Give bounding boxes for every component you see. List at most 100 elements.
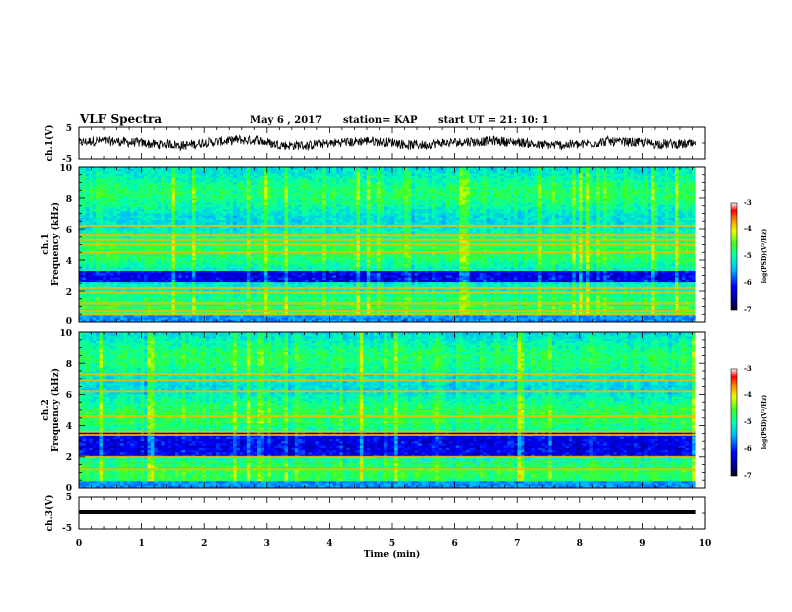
spectrogram-cell [367, 189, 371, 192]
spectrogram-cell [106, 189, 110, 192]
spectrogram-cell [161, 189, 165, 192]
spectrogram-cell [130, 178, 134, 181]
spectrogram-cell [350, 185, 354, 188]
spectrogram-cell [192, 169, 196, 172]
spectrogram-cell [661, 174, 665, 177]
spectrogram-cell [377, 169, 381, 172]
spectrogram-cell [593, 174, 597, 177]
spectrogram-cell [627, 174, 631, 177]
spectrogram-cell [82, 174, 86, 177]
spectrogram-cell [254, 178, 258, 181]
spectrogram-cell [291, 185, 295, 188]
spectrogram-cell [267, 189, 271, 192]
spectrogram-cell [665, 178, 669, 181]
spectrogram-cell [463, 189, 467, 192]
spectrogram-cell [377, 189, 381, 192]
spectrogram-cell [356, 185, 360, 188]
spectrogram-cell [535, 189, 539, 192]
spectrogram-cell [428, 185, 432, 188]
spectrogram-cell [339, 169, 343, 172]
spectrogram-cell [315, 169, 319, 172]
spectrogram-cell [213, 174, 217, 177]
spectrogram-cell [120, 174, 124, 177]
spectrogram-cell [271, 169, 275, 172]
spectrogram-cell [226, 189, 230, 192]
spectrogram-cell [206, 174, 210, 177]
spectrogram-cell [408, 178, 412, 181]
spectrogram-cell [100, 178, 104, 181]
spectrogram-cell [394, 178, 398, 181]
spectrogram-cell [243, 185, 247, 188]
spectrogram-cell [319, 169, 323, 172]
spectrogram-cell [415, 169, 419, 172]
spectrogram-cell [237, 178, 241, 181]
spectrogram-cell [398, 189, 402, 192]
spectrogram-cell [517, 185, 521, 188]
spectrogram-cell [250, 174, 254, 177]
spectrogram-cell [428, 169, 432, 172]
spectrogram-cell [127, 185, 131, 188]
spectrogram-cell [490, 185, 494, 188]
spectrogram-cell [514, 178, 518, 181]
spectrogram-cell [494, 178, 498, 181]
spectrogram-cell [137, 185, 141, 188]
spectrogram-cell [315, 174, 319, 177]
spectrogram-cell [401, 174, 405, 177]
spectrogram-cell [425, 189, 429, 192]
spectrogram-cell [370, 189, 374, 192]
spectrogram-cell [658, 189, 662, 192]
spectrogram-cell [387, 185, 391, 188]
spectrogram-cell [586, 169, 590, 172]
spectrogram-cell [124, 185, 128, 188]
spectrogram-cell [545, 185, 549, 188]
spectrogram-cell [555, 178, 559, 181]
spectrogram-cell [175, 169, 179, 172]
spectrogram-cell [391, 174, 395, 177]
spectrogram-cell [168, 178, 172, 181]
spectrogram-cell [692, 178, 696, 181]
spectrogram-cell [336, 178, 340, 181]
spectrogram-cell [589, 185, 593, 188]
spectrogram-cell [144, 174, 148, 177]
spectrogram-cell [363, 189, 367, 192]
spectrogram-cell [607, 189, 611, 192]
spectrogram-cell [569, 178, 573, 181]
spectrogram-cell [541, 174, 545, 177]
spectrogram-cell [302, 185, 306, 188]
spectrogram-cell [243, 169, 247, 172]
spectrogram-cell [528, 185, 532, 188]
spectrogram-cell [134, 185, 138, 188]
spectrogram-cell [93, 174, 97, 177]
spectrogram-cell [466, 178, 470, 181]
spectrogram-cell [610, 174, 614, 177]
spectrogram-cell [545, 178, 549, 181]
spectrogram-cell [391, 185, 395, 188]
spectrogram-cell [634, 189, 638, 192]
spectrogram-cell [171, 189, 175, 192]
spectrogram-cell [480, 169, 484, 172]
spectrogram-cell [627, 185, 631, 188]
spectrogram-cell [514, 185, 518, 188]
spectrogram-cell [497, 189, 501, 192]
spectrogram-cell [548, 174, 552, 177]
spectrogram-cell [494, 185, 498, 188]
spectrogram-cell [637, 174, 641, 177]
spectrogram-cell [449, 185, 453, 188]
spectrogram-cell [356, 174, 360, 177]
spectrogram-cell [620, 185, 624, 188]
spectrogram-cell [185, 169, 189, 172]
spectrogram-cell [552, 178, 556, 181]
spectrogram-cell [442, 178, 446, 181]
spectrogram-cell [130, 174, 134, 177]
spectrogram-cell [644, 169, 648, 172]
spectrogram-cell [483, 185, 487, 188]
spectrogram-cell [216, 189, 220, 192]
spectrogram-cell [586, 185, 590, 188]
spectrogram-cell [672, 189, 676, 192]
spectrogram-cell [476, 174, 480, 177]
spectrogram-cell [401, 178, 405, 181]
spectrogram-cell [459, 178, 463, 181]
spectrogram-cell [480, 174, 484, 177]
spectrogram-cell [565, 189, 569, 192]
spectrogram-cell [452, 178, 456, 181]
